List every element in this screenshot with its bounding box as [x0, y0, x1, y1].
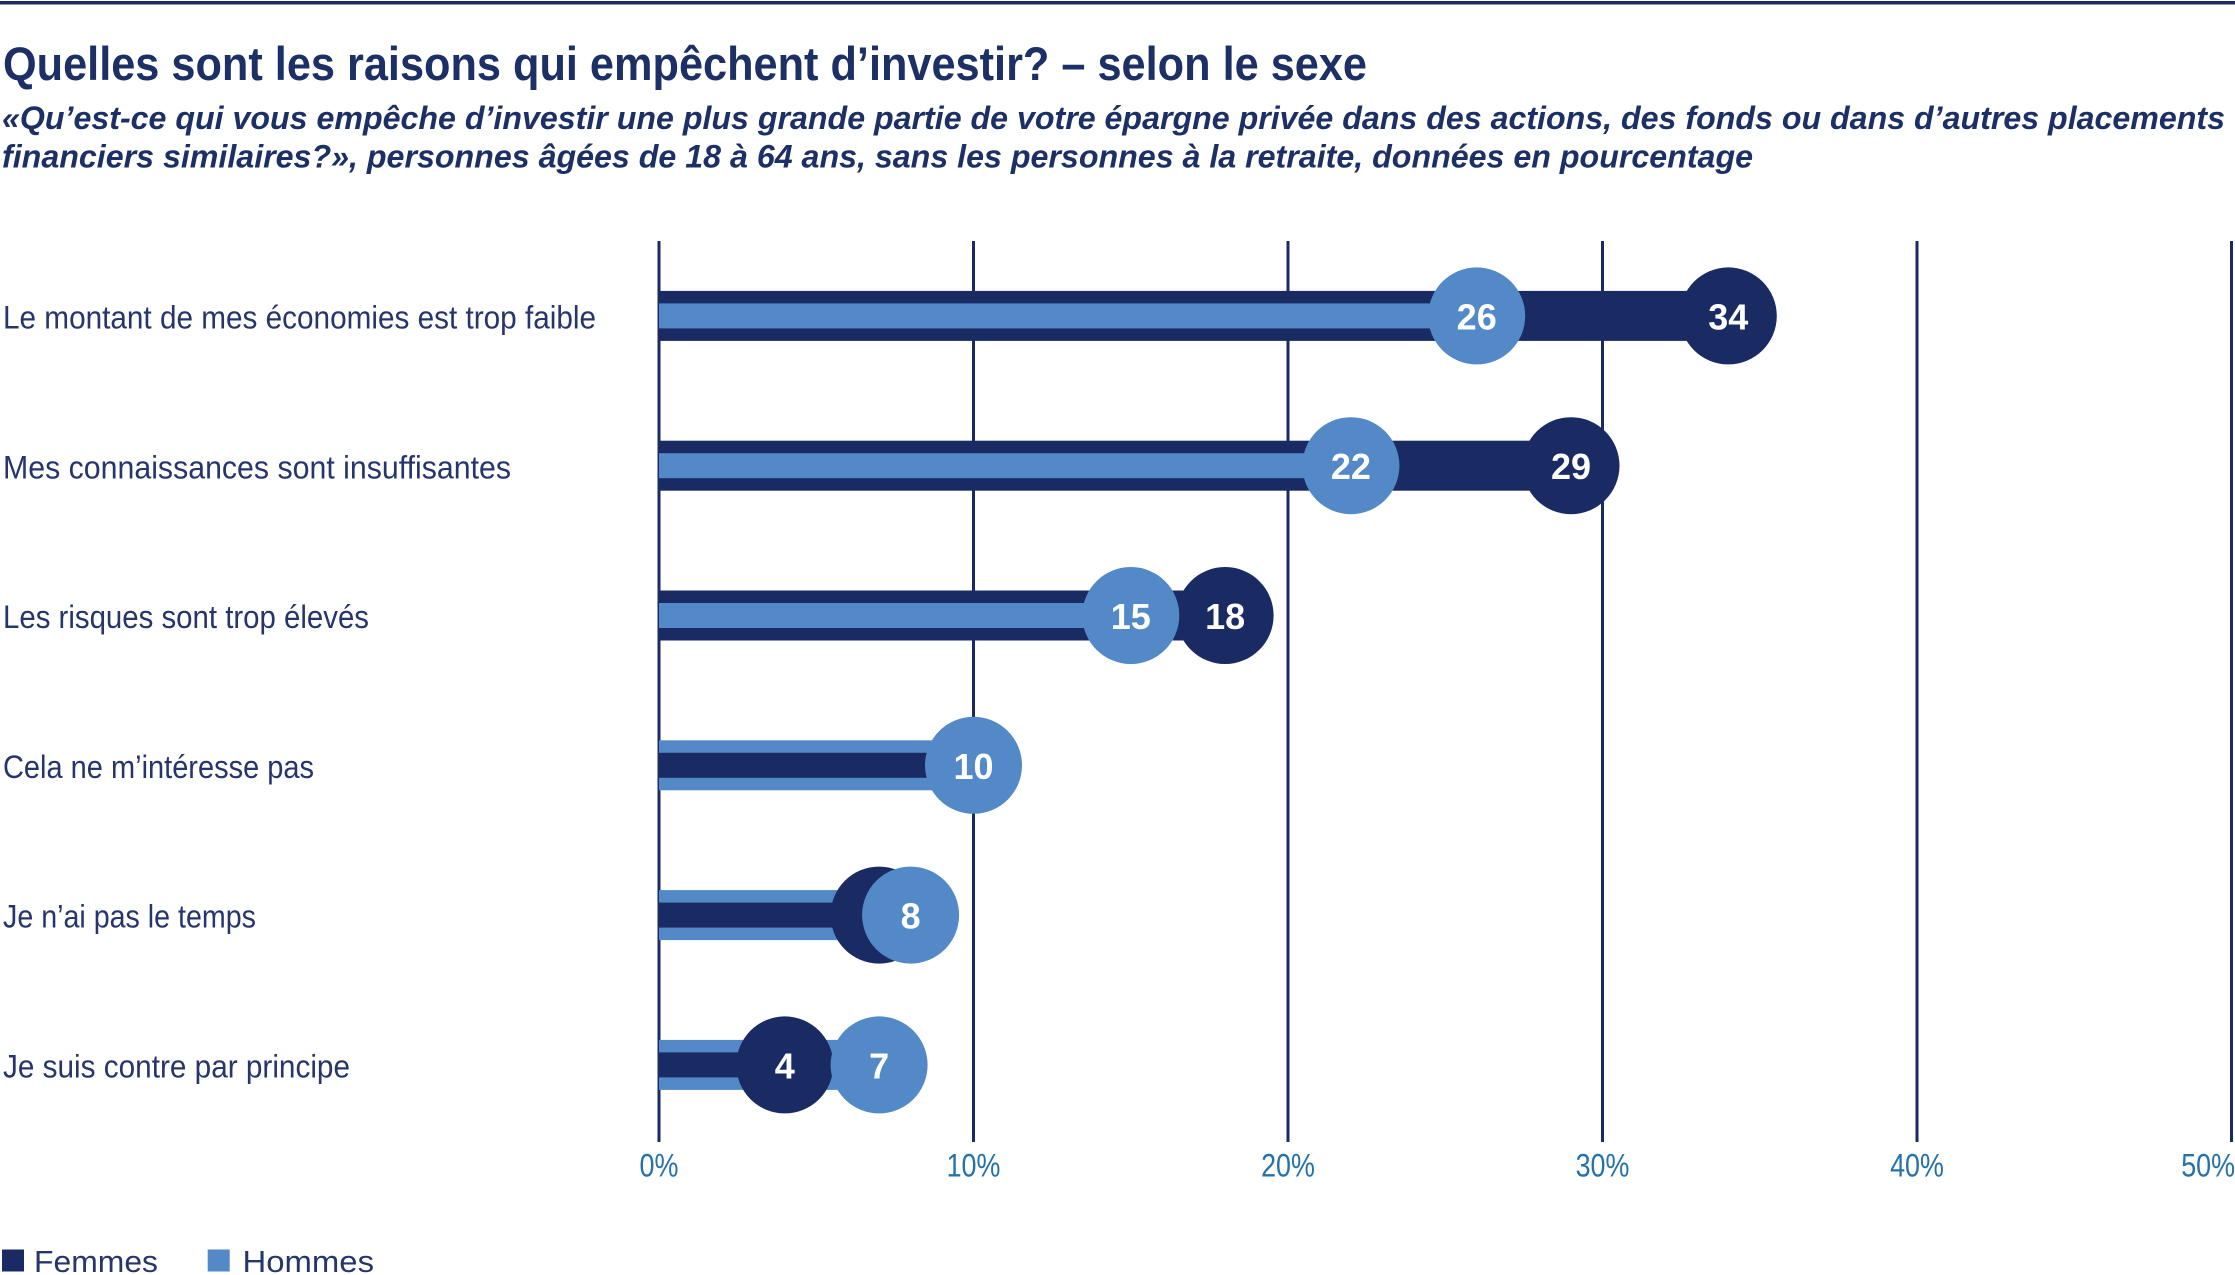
- svg-text:22: 22: [1331, 446, 1371, 487]
- svg-text:20%: 20%: [1261, 1148, 1315, 1184]
- svg-text:Cela ne m’intéresse pas: Cela ne m’intéresse pas: [3, 749, 314, 785]
- svg-text:Je n’ai pas le temps: Je n’ai pas le temps: [3, 899, 256, 935]
- svg-text:Les risques sont trop élevés: Les risques sont trop élevés: [3, 599, 369, 635]
- svg-text:15: 15: [1111, 596, 1151, 637]
- svg-text:4: 4: [775, 1045, 795, 1086]
- svg-text:7: 7: [869, 1045, 889, 1086]
- svg-text:Quelles sont les raisons qui e: Quelles sont les raisons qui empêchent d…: [3, 38, 1367, 91]
- svg-text:10%: 10%: [947, 1148, 1001, 1184]
- svg-text:Je suis contre par principe: Je suis contre par principe: [3, 1049, 350, 1085]
- svg-text:financiers similaires?», perso: financiers similaires?», personnes âgées…: [2, 138, 1753, 174]
- svg-text:Le montant de mes économies es: Le montant de mes économies est trop fai…: [3, 300, 596, 336]
- svg-text:Hommes: Hommes: [243, 1244, 375, 1275]
- svg-text:0%: 0%: [640, 1148, 679, 1184]
- svg-text:10: 10: [953, 746, 993, 787]
- svg-text:Mes connaissances sont insuffi: Mes connaissances sont insuffisantes: [3, 449, 511, 485]
- svg-text:8: 8: [901, 896, 921, 937]
- svg-text:50%: 50%: [2181, 1148, 2235, 1184]
- svg-text:«Qu’est-ce qui vous empêche d’: «Qu’est-ce qui vous empêche d’investir u…: [2, 100, 2225, 136]
- svg-text:Femmes: Femmes: [34, 1244, 158, 1275]
- svg-text:40%: 40%: [1890, 1148, 1944, 1184]
- svg-text:18: 18: [1205, 596, 1245, 637]
- svg-text:34: 34: [1708, 296, 1748, 337]
- svg-text:29: 29: [1551, 446, 1591, 487]
- svg-text:26: 26: [1457, 296, 1497, 337]
- svg-text:30%: 30%: [1576, 1148, 1630, 1184]
